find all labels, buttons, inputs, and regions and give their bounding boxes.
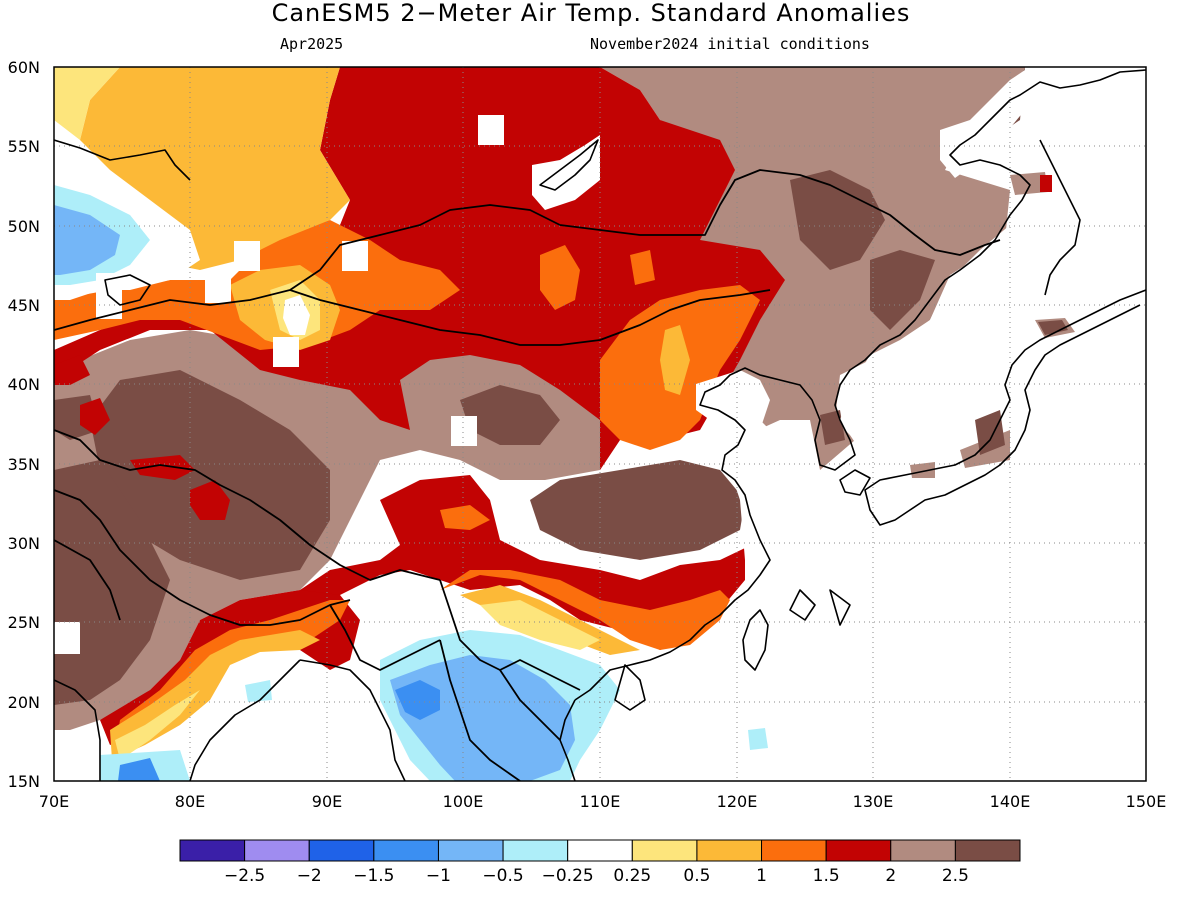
lon-tick-label: 140E (990, 792, 1031, 811)
coastlines (54, 69, 1146, 781)
subtitle-month: Apr2025 (280, 35, 343, 53)
lon-tick-label: 100E (443, 792, 484, 811)
map-frame (53, 66, 1147, 782)
colorbar-swatch (696, 839, 763, 862)
colorbar-swatch (437, 839, 504, 862)
graticule (54, 67, 1146, 781)
colorbar-swatch (825, 839, 892, 862)
lon-tick-label: 130E (853, 792, 894, 811)
colorbar-label: −1.5 (353, 866, 394, 886)
lon-tick-label: 150E (1126, 792, 1167, 811)
lon-tick-label: 90E (312, 792, 342, 811)
colorbar-swatch (567, 839, 633, 862)
lon-tick-label: 120E (717, 792, 758, 811)
colorbar-label: 0.5 (683, 866, 710, 886)
lat-tick-label: 20N (8, 693, 40, 712)
anomaly-field (54, 67, 1146, 781)
lat-tick-label: 35N (8, 455, 40, 474)
colorbar: −2.5 −2 −1.5 −1 −0.5 −0.25 0.25 0.5 1 1.5 2 2.5 (179, 839, 1021, 886)
colorbar-swatch (890, 839, 956, 862)
colorbar-label: 0.25 (613, 866, 651, 886)
lon-tick-label: 110E (580, 792, 621, 811)
latitude-axis: 60N 55N 50N 45N 40N 35N 30N 25N 20N 15N (8, 58, 40, 791)
lat-tick-label: 40N (8, 375, 40, 394)
lat-tick-label: 25N (8, 613, 40, 632)
lat-tick-label: 45N (8, 296, 40, 315)
colorbar-label: −1 (426, 866, 451, 886)
lat-tick-label: 50N (8, 217, 40, 236)
colorbar-swatch (761, 839, 827, 862)
colorbar-label: 2.5 (942, 866, 969, 886)
figure-title: CanESM5 2−Meter Air Temp. Standard Anoma… (272, 0, 911, 27)
lon-tick-label: 70E (39, 792, 69, 811)
colorbar-label: −0.25 (542, 866, 594, 886)
colorbar-label: −2.5 (224, 866, 265, 886)
colorbar-label: 2 (885, 866, 896, 886)
subtitle-initial-conditions: November2024 initial conditions (590, 35, 870, 53)
country-borders (54, 169, 1001, 781)
colorbar-label: 1 (756, 866, 767, 886)
lon-tick-label: 80E (175, 792, 205, 811)
colorbar-swatch (179, 839, 246, 862)
colorbar-swatch (244, 839, 310, 862)
lat-tick-label: 55N (8, 137, 40, 156)
colorbar-swatch (373, 839, 439, 862)
lat-tick-label: 60N (8, 58, 40, 77)
lat-tick-label: 15N (8, 772, 40, 791)
colorbar-swatch (308, 839, 375, 862)
colorbar-label: −2 (297, 866, 322, 886)
colorbar-swatch (502, 839, 569, 862)
colorbar-label: 1.5 (813, 866, 840, 886)
colorbar-label: −0.5 (482, 866, 523, 886)
colorbar-swatch (631, 839, 698, 862)
colorbar-swatch (954, 839, 1021, 862)
lat-tick-label: 30N (8, 534, 40, 553)
longitude-axis: 70E 80E 90E 100E 110E 120E 130E 140E 150… (39, 792, 1167, 811)
